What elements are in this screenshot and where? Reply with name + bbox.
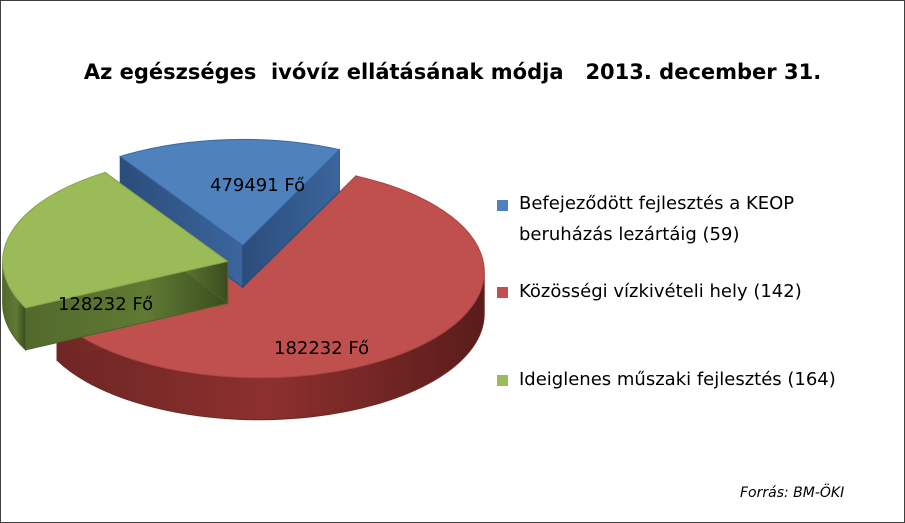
legend-label-2: Ideiglenes műszaki fejlesztés (164) (519, 369, 836, 390)
source-note: Forrás: BM-ÖKI (740, 485, 845, 501)
slice-label-red: 479491 Fő (210, 175, 305, 196)
slice-top-blue (119, 138, 341, 246)
slice-top-green (2, 171, 229, 309)
legend-label-1: Közösségi vízkivételi hely (142) (519, 281, 802, 302)
slice-label-blue: 128232 Fő (58, 294, 153, 315)
chart-title: Az egészséges ivóvíz ellátásának módja 2… (83, 60, 822, 84)
slice-top-red (56, 175, 485, 379)
legend-label-0-line1: Befejeződött fejlesztés a KEOP (519, 193, 795, 214)
legend-swatch-red (497, 287, 508, 298)
legend-label-0-line2: beruházás lezártáig (59) (519, 224, 740, 245)
legend-swatch-green (497, 375, 508, 386)
legend-label-0: Befejeződött fejlesztés a KEOP beruházás… (519, 188, 794, 250)
slice-label-green: 182232 Fő (274, 338, 369, 359)
legend-swatch-blue (497, 200, 508, 211)
